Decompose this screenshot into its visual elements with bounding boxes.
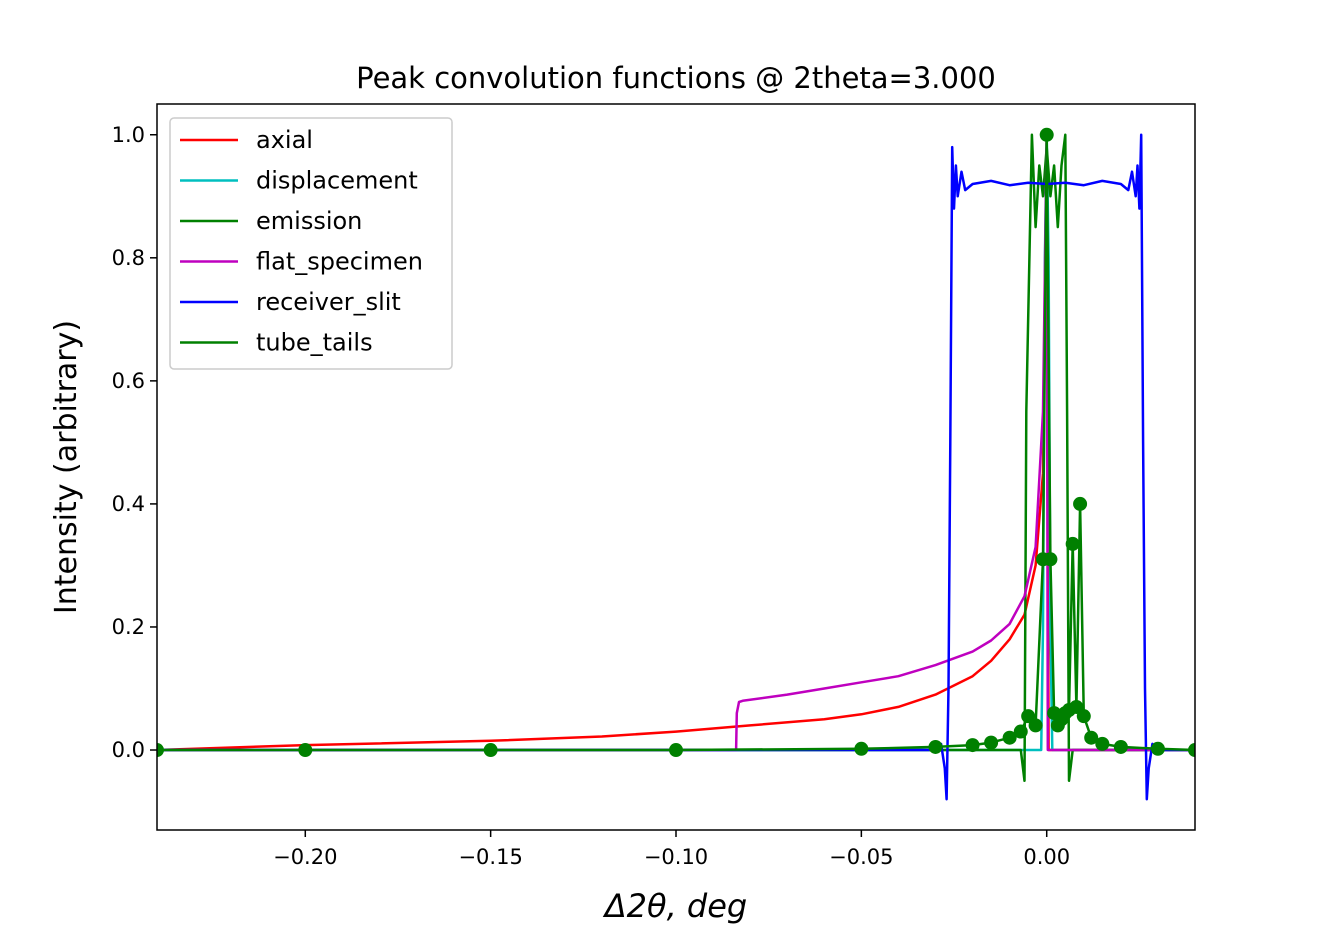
legend-label-flat-specimen: flat_specimen bbox=[256, 248, 423, 276]
legend-label-emission: emission bbox=[256, 207, 362, 235]
series-marker-tube-tails bbox=[1065, 536, 1080, 551]
series-marker-tube-tails bbox=[1076, 709, 1091, 724]
x-tick-label: −0.05 bbox=[829, 845, 893, 869]
series-marker-tube-tails bbox=[1095, 736, 1110, 751]
series-marker-tube-tails bbox=[1084, 730, 1099, 745]
legend-label-receiver-slit: receiver_slit bbox=[256, 288, 401, 316]
y-tick-label: 0.4 bbox=[112, 492, 145, 516]
y-axis: 0.0 0.2 0.4 0.6 0.8 1.0 bbox=[112, 123, 157, 762]
series-marker-tube-tails bbox=[669, 743, 683, 758]
x-tick-label: −0.10 bbox=[644, 845, 708, 869]
x-axis-label: Δ2θ, deg bbox=[602, 887, 747, 925]
y-tick-label: 0.8 bbox=[112, 246, 145, 270]
y-tick-label: 0.6 bbox=[112, 369, 145, 393]
series-marker-tube-tails bbox=[1073, 496, 1088, 511]
series-marker-tube-tails bbox=[298, 743, 313, 758]
series-marker-tube-tails bbox=[1028, 718, 1043, 733]
series-line-flat-specimen bbox=[157, 133, 1195, 752]
legend-label-axial: axial bbox=[256, 126, 313, 154]
chart-title: Peak convolution functions @ 2theta=3.00… bbox=[356, 61, 996, 95]
legend-label-tube-tails: tube_tails bbox=[256, 329, 373, 357]
series-marker-tube-tails bbox=[483, 743, 498, 758]
legend-label-displacement: displacement bbox=[256, 167, 418, 195]
legend: axial displacement emission flat_specimenre… bbox=[169, 117, 453, 370]
x-tick-label: −0.20 bbox=[273, 845, 337, 869]
series-marker-tube-tails bbox=[928, 739, 943, 754]
series-marker-tube-tails bbox=[157, 743, 164, 758]
legend-box bbox=[169, 117, 453, 370]
series-marker-tube-tails bbox=[854, 741, 869, 756]
y-tick-label: 0.0 bbox=[112, 738, 145, 762]
series-marker-tube-tails bbox=[984, 735, 999, 750]
series-marker-tube-tails bbox=[1043, 552, 1058, 567]
series-marker-tube-tails bbox=[1039, 127, 1054, 142]
x-axis: −0.20 −0.15 −0.10 −0.05 0.00 bbox=[273, 830, 1070, 869]
y-axis-label: Intensity (arbitrary) bbox=[49, 320, 84, 614]
x-tick-label: 0.00 bbox=[1023, 845, 1070, 869]
series-marker-tube-tails bbox=[1113, 739, 1128, 754]
x-tick-label: −0.15 bbox=[458, 845, 522, 869]
series-marker-tube-tails bbox=[1150, 741, 1165, 756]
series-marker-tube-tails bbox=[965, 738, 980, 753]
series-marker-tube-tails bbox=[1002, 730, 1017, 745]
series-marker-tube-tails bbox=[1188, 743, 1195, 758]
y-tick-label: 1.0 bbox=[112, 123, 145, 147]
series-marker-tube-tails bbox=[1013, 724, 1028, 739]
y-tick-label: 0.2 bbox=[112, 615, 145, 639]
plot-series bbox=[157, 127, 1195, 801]
